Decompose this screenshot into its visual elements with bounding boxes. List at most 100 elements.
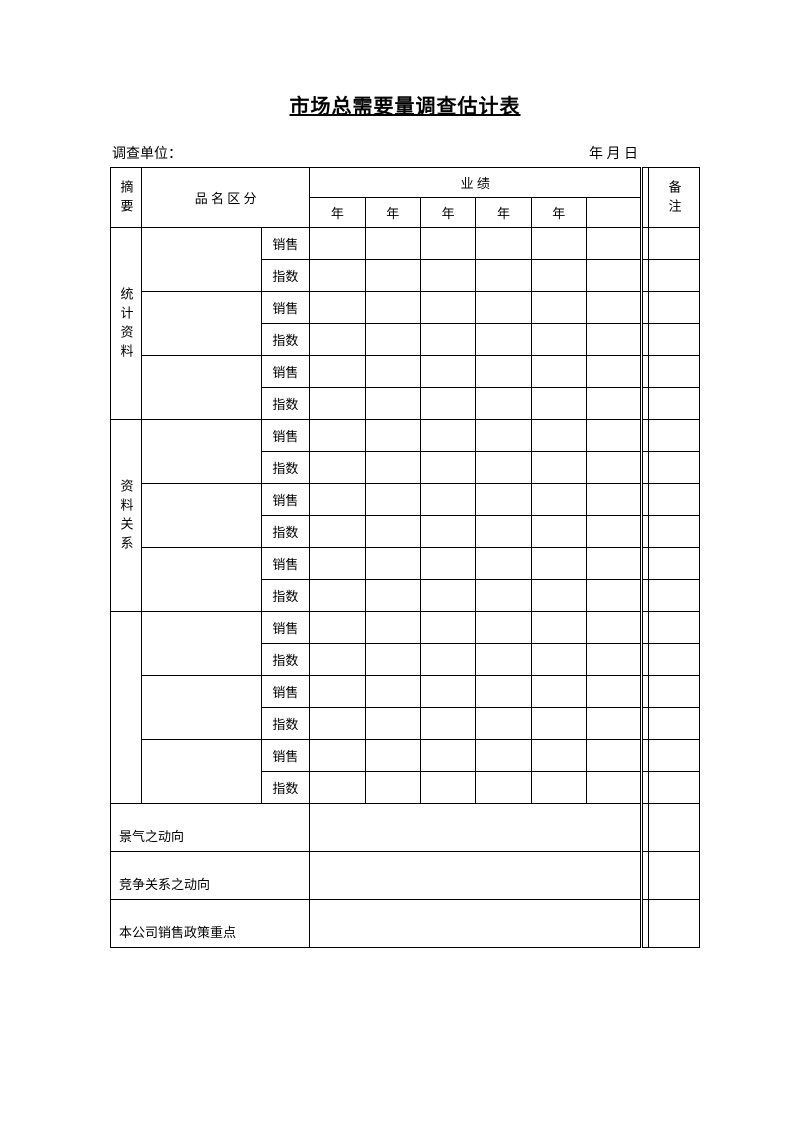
page-title: 市场总需要量调查估计表 [110,90,700,119]
header-year-4: 年 [476,198,531,228]
row-label-sales: 销售 [261,228,310,260]
table-cell [310,324,365,356]
table-cell [531,292,586,324]
table-cell [476,388,531,420]
table-cell [476,644,531,676]
header-year-5: 年 [531,198,586,228]
table-cell [420,644,475,676]
table-cell [649,548,700,580]
table-cell [642,772,649,804]
table-cell [420,580,475,612]
table-cell [476,548,531,580]
table-cell [476,708,531,740]
table-cell [310,260,365,292]
table-cell [141,228,261,292]
row-label-index: 指数 [261,452,310,484]
table-cell [476,772,531,804]
table-cell [420,324,475,356]
row-label-sales: 销售 [261,484,310,516]
row-label-index: 指数 [261,644,310,676]
table-cell [310,484,365,516]
table-cell [642,804,649,852]
table-cell [365,388,420,420]
row-label-index: 指数 [261,388,310,420]
table-cell [476,612,531,644]
table-cell [642,612,649,644]
table-cell [531,644,586,676]
header-spacer [642,168,649,228]
table-cell [365,676,420,708]
table-cell [476,580,531,612]
table-cell [586,356,641,388]
table-cell [642,676,649,708]
table-cell [531,324,586,356]
table-cell [365,708,420,740]
table-cell [586,548,641,580]
table-cell [642,548,649,580]
table-cell [586,452,641,484]
table-cell [476,420,531,452]
table-cell [476,484,531,516]
table-cell [649,900,700,948]
table-cell [365,516,420,548]
table-cell [420,228,475,260]
header-year-3: 年 [420,198,475,228]
section-blank [111,612,142,804]
table-cell [310,452,365,484]
table-cell [310,580,365,612]
table-cell [141,740,261,804]
table-cell [649,676,700,708]
table-cell [642,900,649,948]
table-cell [476,516,531,548]
table-cell [586,292,641,324]
table-cell [141,484,261,548]
table-cell [365,228,420,260]
table-cell [365,644,420,676]
header-year-1: 年 [310,198,365,228]
table-cell [531,740,586,772]
table-cell [476,260,531,292]
header-product-name: 品 名 区 分 [141,168,309,228]
table-cell [365,420,420,452]
table-cell [141,292,261,356]
table-cell [586,484,641,516]
table-cell [365,292,420,324]
table-cell [642,324,649,356]
table-cell [420,484,475,516]
table-cell [586,740,641,772]
table-cell [586,260,641,292]
survey-table: 摘要 品 名 区 分 业 绩 备注 年 年 年 年 年 统计资料 销售 指数 [110,167,700,948]
bottom-policy: 本公司销售政策重点 [111,900,310,948]
table-cell [531,548,586,580]
table-cell [586,420,641,452]
table-cell [310,852,642,900]
row-label-sales: 销售 [261,356,310,388]
table-cell [642,580,649,612]
table-cell [476,324,531,356]
header-note: 备注 [649,168,700,228]
table-cell [141,612,261,676]
header-year-6 [586,198,641,228]
table-cell [586,580,641,612]
table-cell [420,612,475,644]
table-cell [141,356,261,420]
header-year-2: 年 [365,198,420,228]
table-cell [649,772,700,804]
table-cell [642,452,649,484]
unit-label: 调查单位： [112,143,182,163]
table-cell [420,388,475,420]
bottom-competition: 竞争关系之动向 [111,852,310,900]
table-cell [310,420,365,452]
row-label-index: 指数 [261,260,310,292]
table-cell [365,740,420,772]
header-summary: 摘要 [111,168,142,228]
table-cell [420,548,475,580]
table-cell [649,852,700,900]
table-cell [586,708,641,740]
table-cell [531,612,586,644]
table-cell [310,356,365,388]
table-cell [365,452,420,484]
table-cell [476,356,531,388]
table-cell [531,516,586,548]
table-cell [586,516,641,548]
